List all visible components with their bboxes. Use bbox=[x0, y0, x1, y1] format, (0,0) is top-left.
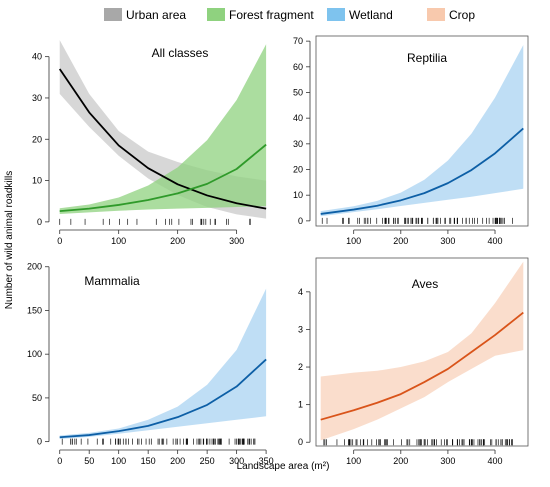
x-axis-label: Landscape area (m²) bbox=[237, 461, 330, 472]
panel-aves: 0 1 2 3 4 100 200 300 400 Aves bbox=[298, 257, 529, 466]
y-tick-label: 30 bbox=[32, 93, 42, 103]
x-tick-label: 350 bbox=[259, 456, 274, 466]
y-tick-label: 40 bbox=[32, 52, 42, 62]
x-tick-label: 300 bbox=[229, 236, 244, 246]
y-tick-label: 20 bbox=[32, 134, 42, 144]
y-tick-label: 0 bbox=[298, 216, 303, 226]
panel-mammalia: 0 50 100 150 200 0 50 100 150 200 250 300 350 Mammali… bbox=[27, 262, 274, 466]
x-tick-label: 400 bbox=[488, 456, 503, 466]
y-tick-label: 2 bbox=[298, 362, 303, 372]
x-tick-label: 100 bbox=[111, 456, 126, 466]
y-tick-label: 0 bbox=[37, 437, 42, 447]
legend: Urban area Forest fragment Wetland Crop bbox=[104, 8, 475, 22]
x-tick-label: 300 bbox=[229, 456, 244, 466]
y-tick-label: 40 bbox=[293, 113, 303, 123]
x-tick-label: 100 bbox=[111, 236, 126, 246]
legend-swatch bbox=[427, 8, 445, 21]
y-tick-label: 3 bbox=[298, 324, 303, 334]
x-tick-label: 200 bbox=[393, 236, 408, 246]
panel-all-classes: 0 10 20 30 40 0 100 200 300 All classes bbox=[32, 40, 267, 246]
legend-label: Crop bbox=[449, 8, 475, 22]
legend-swatch bbox=[207, 8, 225, 21]
x-tick-label: 400 bbox=[488, 236, 503, 246]
panel-title: Reptilia bbox=[407, 51, 447, 65]
y-tick-label: 0 bbox=[37, 217, 42, 227]
y-tick-label: 100 bbox=[27, 349, 42, 359]
y-tick-label: 50 bbox=[32, 393, 42, 403]
y-tick-label: 200 bbox=[27, 262, 42, 272]
legend-label: Urban area bbox=[126, 8, 186, 22]
y-tick-label: 1 bbox=[298, 400, 303, 410]
x-tick-label: 300 bbox=[440, 456, 455, 466]
panel-title: Mammalia bbox=[84, 274, 140, 288]
x-tick-label: 100 bbox=[346, 456, 361, 466]
y-tick-label: 10 bbox=[32, 176, 42, 186]
panel-title: Aves bbox=[412, 277, 438, 291]
series-line bbox=[59, 358, 267, 439]
x-tick-label: 100 bbox=[346, 236, 361, 246]
y-tick-label: 4 bbox=[298, 287, 303, 297]
x-tick-label: 0 bbox=[57, 456, 62, 466]
confidence-band bbox=[59, 288, 267, 440]
plot-frame bbox=[315, 257, 529, 447]
y-axis-label: Number of wild animal roadkills bbox=[4, 171, 15, 309]
y-tick-label: 150 bbox=[27, 305, 42, 315]
legend-swatch bbox=[327, 8, 345, 21]
x-tick-label: 0 bbox=[57, 236, 62, 246]
y-tick-label: 30 bbox=[293, 139, 303, 149]
confidence-band bbox=[320, 44, 524, 217]
y-tick-label: 10 bbox=[293, 190, 303, 200]
series-line-urban-area bbox=[58, 68, 267, 210]
legend-label: Forest fragment bbox=[229, 8, 314, 22]
y-tick-label: 50 bbox=[293, 87, 303, 97]
x-tick-label: 300 bbox=[440, 236, 455, 246]
x-tick-label: 150 bbox=[141, 456, 156, 466]
x-tick-label: 200 bbox=[393, 456, 408, 466]
y-tick-label: 60 bbox=[293, 62, 303, 72]
y-tick-label: 70 bbox=[293, 36, 303, 46]
legend-swatch bbox=[104, 8, 122, 21]
x-tick-label: 200 bbox=[170, 456, 185, 466]
panel-title: All classes bbox=[152, 46, 209, 60]
x-tick-label: 200 bbox=[170, 236, 185, 246]
y-tick-label: 20 bbox=[293, 165, 303, 175]
confidence-band bbox=[320, 261, 524, 441]
x-tick-label: 250 bbox=[200, 456, 215, 466]
legend-label: Wetland bbox=[349, 8, 393, 22]
confidence-band-forest-fragment bbox=[59, 44, 267, 215]
series-line-forest-fragment bbox=[59, 143, 267, 213]
plot-frame bbox=[315, 35, 529, 227]
panel-reptilia: 0 10 20 30 40 50 60 70 100 200 300 400 Reptilia bbox=[293, 35, 529, 246]
y-tick-label: 0 bbox=[298, 437, 303, 447]
x-tick-label: 50 bbox=[84, 456, 94, 466]
